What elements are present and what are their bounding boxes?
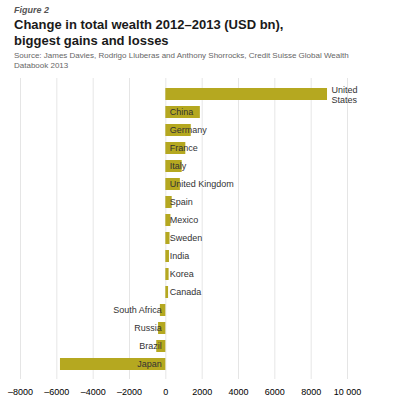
html-text:Source: James Davies, Rodrigo: Source: James Davies, Rodrigo Lluberas a… xyxy=(14,51,349,70)
svg-text:Germany: Germany xyxy=(170,126,208,136)
svg-text:South Africa: South Africa xyxy=(113,306,162,316)
svg-text:Russia: Russia xyxy=(134,324,162,334)
svg-text:–2000: –2000 xyxy=(117,387,142,397)
html-text:Figure 2: Figure 2 xyxy=(14,5,49,15)
svg-text:China: China xyxy=(170,108,194,118)
svg-text:India: India xyxy=(170,252,190,262)
svg-text:Italy: Italy xyxy=(170,162,187,172)
svg-text:France: France xyxy=(170,144,198,154)
svg-text:United Kingdom: United Kingdom xyxy=(170,180,234,190)
svg-text:10 000: 10 000 xyxy=(334,387,362,397)
svg-text:–8000: –8000 xyxy=(8,387,33,397)
svg-text:Spain: Spain xyxy=(170,198,193,208)
svg-text:Korea: Korea xyxy=(170,270,194,280)
svg-text:Japan: Japan xyxy=(137,360,162,370)
svg-text:Brazil: Brazil xyxy=(139,342,162,352)
svg-text:4000: 4000 xyxy=(228,387,248,397)
svg-text:Mexico: Mexico xyxy=(170,216,199,226)
svg-text:8000: 8000 xyxy=(301,387,321,397)
html-text:Change in total wealth 2012–20: Change in total wealth 2012–2013 (USD bn… xyxy=(14,17,284,48)
svg-text:–4000: –4000 xyxy=(81,387,106,397)
svg-text:6000: 6000 xyxy=(265,387,285,397)
svg-text:–6000: –6000 xyxy=(44,387,69,397)
svg-text:Canada: Canada xyxy=(170,288,202,298)
svg-text:Sweden: Sweden xyxy=(170,234,203,244)
svg-text:2000: 2000 xyxy=(192,387,212,397)
svg-text:0: 0 xyxy=(163,387,168,397)
svg-text:UnitedStates: UnitedStates xyxy=(332,85,358,105)
